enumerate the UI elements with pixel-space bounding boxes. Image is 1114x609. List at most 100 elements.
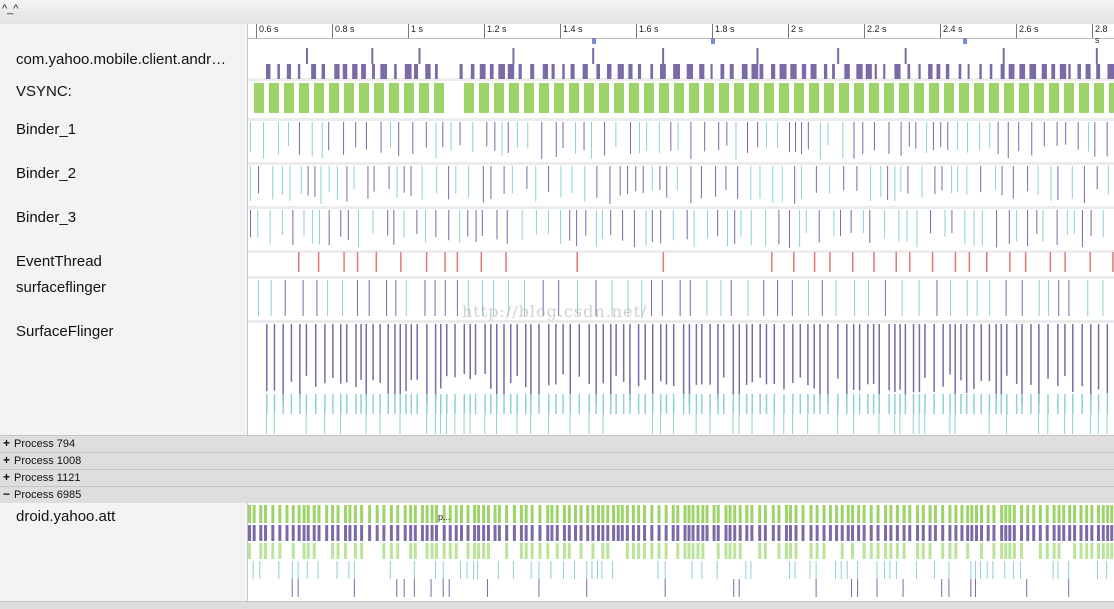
thread-slice [579, 525, 583, 541]
event-slice [895, 252, 897, 272]
track-label-app-main[interactable]: com.yahoo.mobile.client.andr… [16, 51, 227, 68]
thread-slice [524, 543, 528, 559]
binder-slice [932, 122, 934, 151]
sf-main-slice [773, 324, 776, 384]
vsync-marker [963, 38, 967, 44]
binder-slice [940, 122, 942, 148]
thread-slice [550, 525, 554, 541]
thread-slice [884, 525, 888, 541]
track-label-droid-yahoo[interactable]: droid.yahoo.att [16, 508, 116, 525]
expand-icon[interactable]: + [3, 453, 11, 467]
thread-slice [851, 525, 855, 541]
thread-slice [637, 505, 641, 523]
vsync-slice [434, 83, 444, 113]
collapse-icon[interactable]: − [3, 487, 11, 501]
binder-slice [850, 210, 852, 233]
thread-slice [986, 561, 988, 579]
sf-main-slice [578, 324, 581, 377]
timeline-tracks[interactable] [248, 38, 1114, 435]
thread-slice [970, 579, 972, 597]
thread-slice [612, 525, 616, 541]
thread-slice [1008, 543, 1012, 559]
sf-main-slice [695, 324, 698, 385]
app-slice [1041, 64, 1047, 79]
binder-slice [388, 166, 390, 190]
binder-slice [1056, 210, 1058, 245]
binder-slice [436, 166, 438, 194]
binder-slice [627, 166, 629, 195]
thread-slice [302, 505, 306, 523]
binder-slice [873, 122, 875, 151]
expand-icon[interactable]: + [3, 470, 11, 484]
thread-slice [1026, 579, 1028, 597]
sf-main-slice [509, 324, 512, 384]
thread-slice [1106, 561, 1108, 579]
sf-slice [918, 280, 920, 316]
thread-slice [586, 561, 588, 579]
track-label-surfaceflinger-lower[interactable]: surfaceflinger [16, 279, 107, 296]
binder-slice [424, 210, 426, 243]
thread-slice [396, 525, 400, 541]
sf-main-slice [1064, 324, 1066, 377]
sf-main-slice [773, 394, 776, 414]
thread-slice [921, 543, 925, 559]
thread-slice [691, 543, 695, 559]
thread-slice [788, 505, 792, 523]
thread-slice [546, 543, 550, 559]
sf-main-slice [688, 324, 691, 404]
thread-slice [530, 525, 534, 541]
track-label-binder-1[interactable]: Binder_1 [16, 121, 77, 138]
sf-main-slice [399, 394, 401, 414]
thread-slice [562, 561, 564, 579]
thread-slice [413, 543, 417, 559]
thread-slice [637, 525, 641, 541]
sf-main-slice [924, 324, 926, 378]
sf-main-slice [813, 324, 816, 389]
binder-slice [947, 122, 949, 150]
process-row-794[interactable]: + Process 794 [0, 435, 1114, 452]
thread-slice [1020, 505, 1024, 523]
thread-slice [1068, 561, 1070, 579]
thread-slice [546, 525, 550, 541]
expand-icon[interactable]: + [3, 436, 11, 450]
thread-slice [297, 525, 301, 541]
thread-slice [442, 543, 446, 559]
binder-slice [815, 166, 817, 193]
track-label-eventthread[interactable]: EventThread [16, 253, 102, 270]
binder-slice [1106, 122, 1108, 157]
binder-slice [403, 210, 405, 238]
thread-slice [835, 525, 839, 541]
track-label-binder-2[interactable]: Binder_2 [16, 165, 77, 182]
sf-main-slice [416, 394, 418, 414]
event-slice [954, 252, 957, 272]
thread-slice [546, 505, 550, 523]
thread-slice [606, 543, 610, 559]
thread-slice [1020, 543, 1024, 559]
thread-slice [264, 543, 268, 559]
thread-slice [908, 525, 912, 541]
binder-slice [707, 210, 709, 239]
thread-slice [840, 525, 844, 541]
thread-slice [889, 561, 891, 579]
sf-slice [356, 280, 358, 316]
app-slice [741, 64, 748, 79]
track-label-binder-3[interactable]: Binder_3 [16, 209, 77, 226]
sf-slice [1021, 280, 1023, 316]
thread-slice [550, 561, 552, 579]
process-label: Process 1121 [14, 472, 81, 484]
thread-slice [1110, 543, 1114, 559]
binder-slice [957, 166, 959, 193]
app-slice [592, 48, 595, 64]
expanded-timeline[interactable] [248, 503, 1114, 601]
binder-slice [805, 210, 807, 233]
process-row-1121[interactable]: + Process 1121 [0, 469, 1114, 486]
sf-main-slice [490, 324, 492, 389]
process-row-6985[interactable]: − Process 6985 [0, 486, 1114, 503]
time-ruler[interactable]: 0.6 s 0.8 s 1 s 1.2 s 1.4 s 1.6 s 1.8 s … [248, 24, 1114, 45]
track-label-surfaceflinger[interactable]: SurfaceFlinger [16, 323, 114, 340]
process-row-partial[interactable] [0, 601, 1114, 609]
binder-slice [704, 122, 706, 152]
process-row-1008[interactable]: + Process 1008 [0, 452, 1114, 469]
thread-slice [325, 525, 329, 541]
track-label-vsync[interactable]: VSYNC: [16, 83, 72, 100]
